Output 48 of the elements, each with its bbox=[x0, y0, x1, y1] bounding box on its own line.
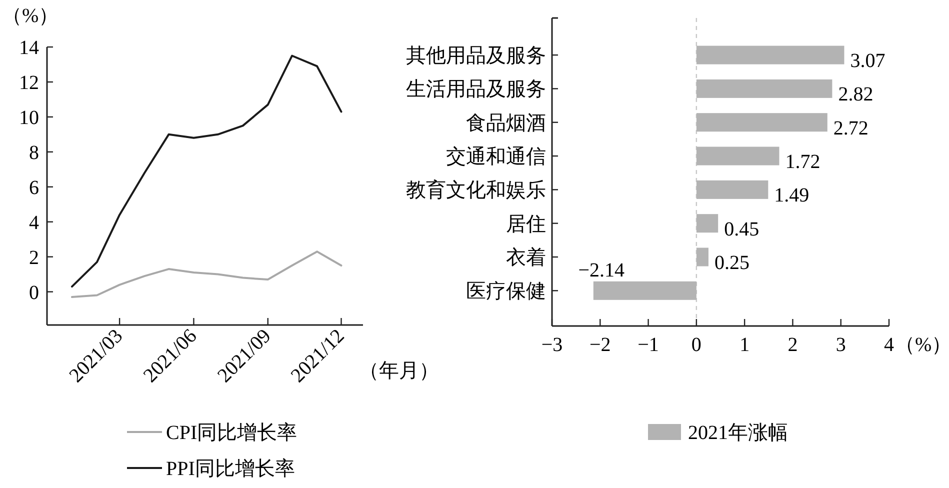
data-label: 0.45 bbox=[724, 218, 760, 240]
legend-label: PPI同比增长率 bbox=[166, 458, 295, 480]
data-label: 2.72 bbox=[833, 117, 868, 140]
bar bbox=[696, 146, 780, 166]
x-tick-label: 0 bbox=[691, 334, 702, 356]
bar bbox=[696, 248, 708, 266]
x-tick-label: −1 bbox=[638, 334, 659, 356]
y-tick-label: 衣着 bbox=[506, 246, 546, 269]
y-tick-label: 0 bbox=[29, 282, 39, 304]
x-tick-label: 4 bbox=[884, 334, 894, 356]
y-tick-label: 12 bbox=[19, 72, 39, 94]
y-tick-label: 2 bbox=[29, 246, 39, 269]
x-tick-label: −3 bbox=[541, 334, 563, 356]
data-label: 0.25 bbox=[714, 252, 750, 274]
y-tick-label: 10 bbox=[19, 106, 39, 129]
y-tick-label: 6 bbox=[29, 176, 39, 199]
y-axis-title: （%） bbox=[2, 5, 59, 27]
data-label: −2.14 bbox=[578, 260, 625, 282]
line-series bbox=[70, 54, 342, 288]
y-tick-label: 食品烟酒 bbox=[466, 112, 546, 134]
y-tick-label: 医疗保健 bbox=[466, 280, 546, 303]
y-tick-label: 生活用品及服务 bbox=[406, 78, 546, 101]
y-tick-label: 其他用品及服务 bbox=[406, 45, 546, 68]
line-series bbox=[70, 250, 342, 298]
y-tick-label: 4 bbox=[29, 212, 39, 234]
x-tick-label: 3 bbox=[836, 334, 846, 356]
y-tick-label: 交通和通信 bbox=[446, 146, 546, 168]
x-axis-title: （年月） bbox=[359, 360, 439, 382]
x-axis-title: （%） bbox=[895, 334, 949, 356]
bar bbox=[696, 180, 768, 199]
data-label: 3.07 bbox=[850, 50, 886, 72]
x-tick-label: 1 bbox=[740, 334, 750, 356]
x-tick-label: −2 bbox=[590, 334, 611, 356]
bar bbox=[696, 214, 718, 233]
legend-label: CPI同比增长率 bbox=[166, 422, 298, 444]
data-label: 1.72 bbox=[785, 151, 820, 174]
y-tick-label: 居住 bbox=[506, 213, 546, 236]
bar bbox=[696, 46, 844, 64]
bar bbox=[593, 281, 696, 300]
x-tick-label: 2 bbox=[788, 334, 798, 356]
data-label: 2.82 bbox=[838, 84, 874, 106]
data-label: 1.49 bbox=[774, 184, 810, 207]
bar bbox=[696, 113, 828, 132]
y-tick-label: 14 bbox=[19, 37, 39, 59]
y-tick-label: 教育文化和娱乐 bbox=[406, 178, 546, 202]
y-tick-label: 8 bbox=[29, 142, 39, 164]
legend-label: 2021年涨幅 bbox=[688, 422, 788, 444]
bar bbox=[696, 79, 832, 98]
